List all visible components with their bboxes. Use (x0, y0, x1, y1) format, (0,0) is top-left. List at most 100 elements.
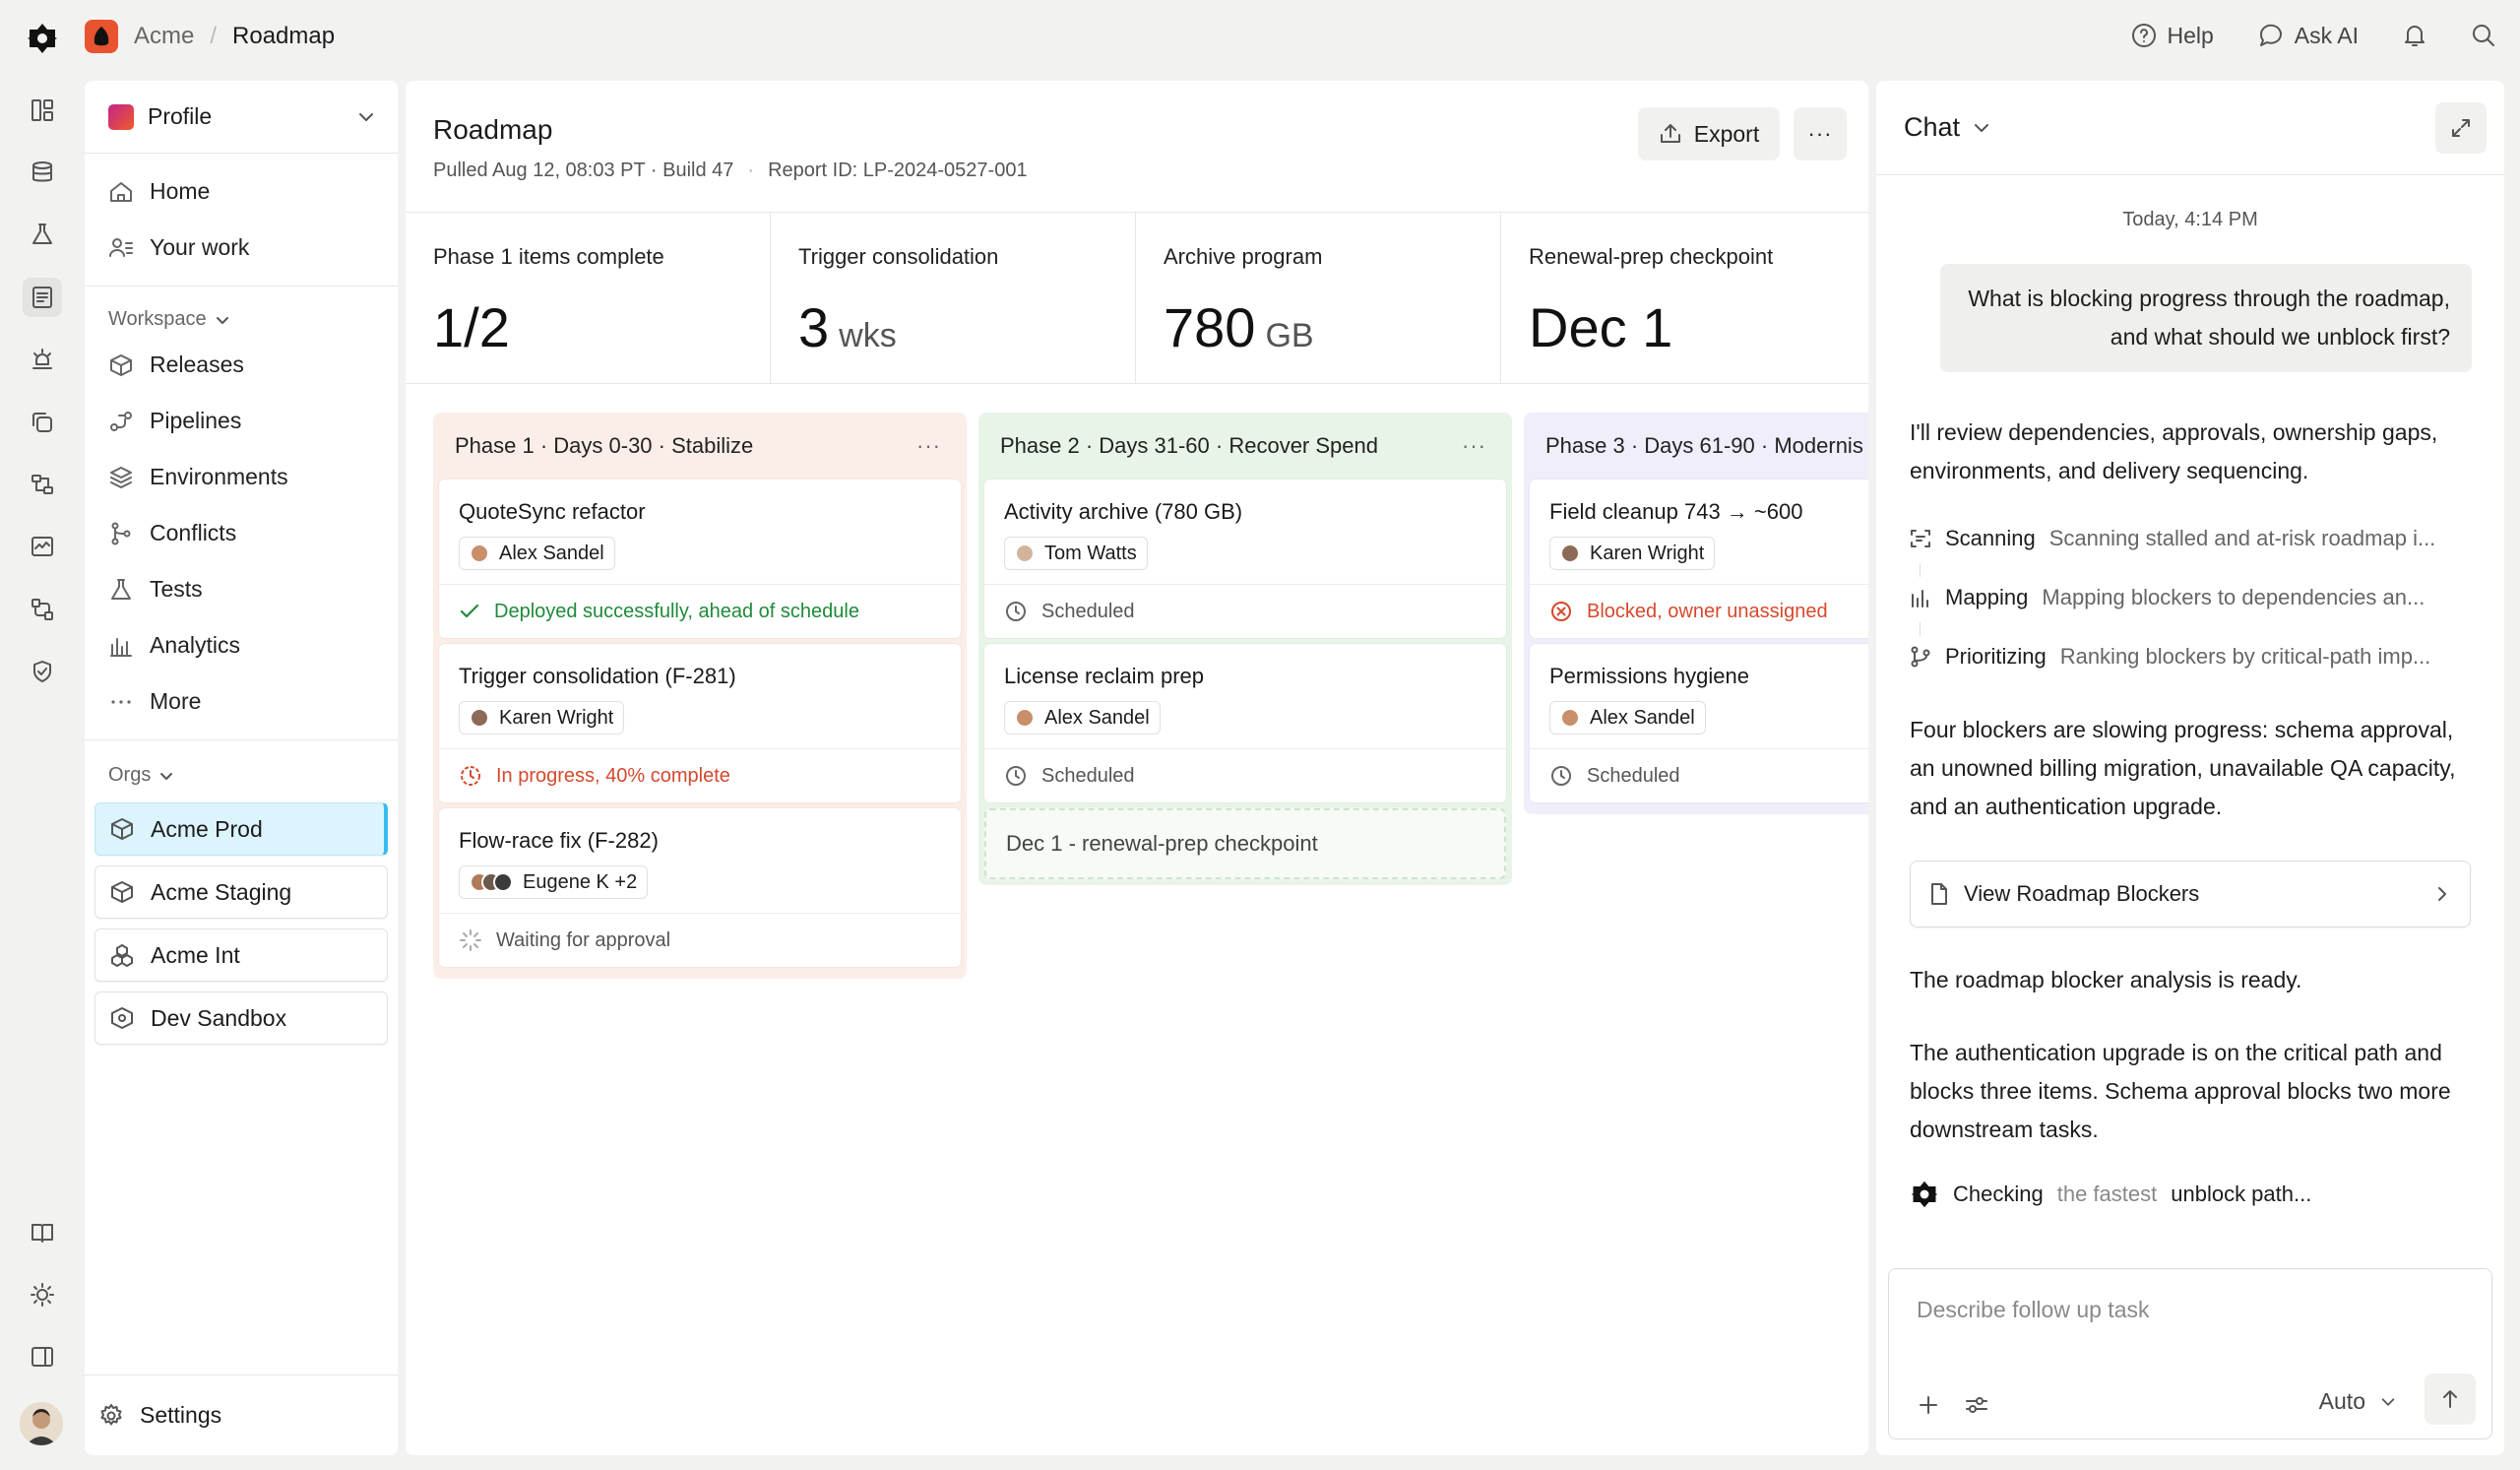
bell-icon[interactable] (2402, 22, 2427, 49)
nav-item-releases[interactable]: Releases (85, 337, 398, 393)
chat-header[interactable]: Chat (1876, 81, 2504, 175)
ask-ai-button[interactable]: Ask AI (2257, 23, 2359, 49)
rail-book-icon[interactable] (23, 1213, 62, 1252)
scan-icon (1911, 530, 1930, 547)
nav-item-label: Tests (150, 576, 203, 602)
nav-item-label: Pipelines (150, 408, 242, 433)
assignee-pill[interactable]: Tom Watts (1004, 537, 1148, 570)
user-avatar[interactable] (20, 1402, 63, 1445)
report-id: Report ID: LP-2024-0527-001 (768, 160, 1028, 181)
plus-icon[interactable] (1917, 1393, 1940, 1417)
step-name: Scanning (1945, 526, 2036, 550)
clock-icon (1006, 766, 1026, 786)
org-item-dev-sandbox[interactable]: Dev Sandbox (94, 991, 388, 1045)
column-menu-button[interactable]: ··· (916, 433, 941, 458)
card-title: License reclaim prep (1004, 664, 1204, 688)
rail-dashboard-icon[interactable] (23, 91, 62, 130)
stat-card: Archive program 780 GB (1136, 213, 1501, 383)
spinner-icon (460, 929, 481, 951)
roadmap-card[interactable]: Permissions hygiene Alex Sandel Schedule… (1530, 644, 1868, 802)
rail-merge-icon[interactable] (23, 590, 62, 629)
ai-critical-path-text: The authentication upgrade is on the cri… (1910, 1040, 2451, 1142)
assignee-pill[interactable]: Alex Sandel (1004, 701, 1161, 735)
status-text: Waiting for approval (496, 928, 671, 951)
follow-up-input[interactable]: Describe follow up task (1917, 1297, 2150, 1322)
column-menu-button[interactable]: ··· (1462, 433, 1486, 458)
assignee-avatar (1015, 543, 1035, 563)
help-button[interactable]: Help (2131, 23, 2214, 49)
org-item-acme-prod[interactable]: Acme Prod (94, 802, 388, 856)
branch-icon (1911, 646, 1930, 668)
roadmap-card[interactable]: QuoteSync refactor Alex Sandel Deployed … (439, 479, 961, 638)
check-icon (460, 604, 479, 618)
app-logo-icon[interactable] (26, 22, 59, 55)
more-options-button[interactable]: ··· (1794, 107, 1847, 160)
ai-ready-text: The roadmap blocker analysis is ready. (1910, 967, 2302, 992)
model-select[interactable]: Auto (2319, 1388, 2397, 1415)
settings-button[interactable]: Settings (85, 1374, 398, 1455)
expand-chat-button[interactable] (2435, 102, 2487, 154)
roadmap-card[interactable]: Flow-race fix (F-282) Eugene K +2 Waitin… (439, 808, 961, 967)
roadmap-card[interactable]: License reclaim prep Alex Sandel Schedul… (984, 644, 1506, 802)
nav-item-analytics[interactable]: Analytics (85, 617, 398, 673)
chat-timestamp: Today, 4:14 PM (2122, 209, 2258, 230)
breadcrumb-org[interactable]: Acme (134, 23, 195, 49)
view-roadmap-blockers-button[interactable]: View Roadmap Blockers (1910, 861, 2471, 927)
org-avatar[interactable] (85, 20, 118, 53)
help-icon (2132, 24, 2157, 47)
nav-item-your-work[interactable]: Your work (85, 220, 398, 276)
workspace-section-toggle[interactable]: Workspace (85, 290, 398, 337)
org-item-acme-int[interactable]: Acme Int (94, 928, 388, 982)
nav-workspace: Workspace Releases Pipelines Environment… (85, 287, 398, 740)
rail-flow-icon[interactable] (23, 465, 62, 504)
stat-label: Phase 1 items complete (433, 244, 664, 269)
ask-ai-label: Ask AI (2294, 22, 2359, 48)
rail-sidebar-toggle-icon[interactable] (23, 1337, 62, 1376)
rail-roadmap-icon[interactable] (23, 278, 62, 317)
checking-text-c: unblock path... (2171, 1182, 2312, 1206)
rail-flask-icon[interactable] (23, 215, 62, 254)
send-button[interactable] (2425, 1374, 2476, 1425)
assignee-pill[interactable]: Karen Wright (1549, 537, 1716, 570)
your-work-icon (109, 237, 133, 257)
search-icon[interactable] (2471, 23, 2496, 48)
sliders-icon[interactable] (1964, 1393, 1989, 1417)
nav-primary: Home Your work (85, 154, 398, 287)
roadmap-card[interactable]: Trigger consolidation (F-281) Karen Wrig… (439, 644, 961, 802)
roadmap-card[interactable]: Field cleanup 743 → ~600 Karen Wright Bl… (1530, 479, 1868, 638)
rail-bug-icon[interactable] (23, 340, 62, 379)
nav-item-home[interactable]: Home (85, 163, 398, 220)
nav-item-environments[interactable]: Environments (85, 449, 398, 505)
roadmap-card[interactable]: Activity archive (780 GB) Tom Watts Sche… (984, 479, 1506, 638)
nav-item-more[interactable]: More (85, 673, 398, 730)
blocked-icon (1551, 602, 1571, 621)
step-description: Ranking blockers by critical-path imp... (2059, 644, 2431, 669)
stat-label: Trigger consolidation (798, 244, 999, 269)
assignee-pill[interactable]: Eugene K +2 (459, 865, 649, 899)
rail-activity-icon[interactable] (23, 527, 62, 566)
assignee-pill[interactable]: Alex Sandel (459, 537, 615, 570)
nav-item-pipelines[interactable]: Pipelines (85, 393, 398, 449)
bar-chart-icon (110, 637, 132, 657)
card-status: Deployed successfully, ahead of schedule (439, 585, 961, 638)
export-button[interactable]: Export (1638, 107, 1780, 160)
chat-composer: Describe follow up task Auto (1888, 1268, 2492, 1439)
org-item-acme-staging[interactable]: Acme Staging (94, 865, 388, 919)
rail-shield-icon[interactable] (23, 652, 62, 691)
assignee-pill[interactable]: Karen Wright (459, 701, 625, 735)
nav-item-conflicts[interactable]: Conflicts (85, 505, 398, 561)
card-status: Scheduled (984, 749, 1506, 802)
rail-theme-icon[interactable] (23, 1275, 62, 1314)
checkpoint-placeholder: Dec 1 - renewal-prep checkpoint (984, 808, 1506, 879)
rail-copy-icon[interactable] (23, 403, 62, 442)
stat-unit: wks (839, 317, 897, 354)
chevron-right-icon (2438, 887, 2446, 901)
rail-database-icon[interactable] (23, 153, 62, 192)
nav-item-label: Analytics (150, 632, 241, 658)
orgs-section-toggle[interactable]: Orgs (85, 740, 398, 793)
box-icon (110, 353, 132, 376)
profile-switcher[interactable]: Profile (85, 81, 398, 154)
assignee-pill[interactable]: Alex Sandel (1549, 701, 1706, 735)
stat-card: Trigger consolidation 3 wks (771, 213, 1136, 383)
nav-item-tests[interactable]: Tests (85, 561, 398, 617)
